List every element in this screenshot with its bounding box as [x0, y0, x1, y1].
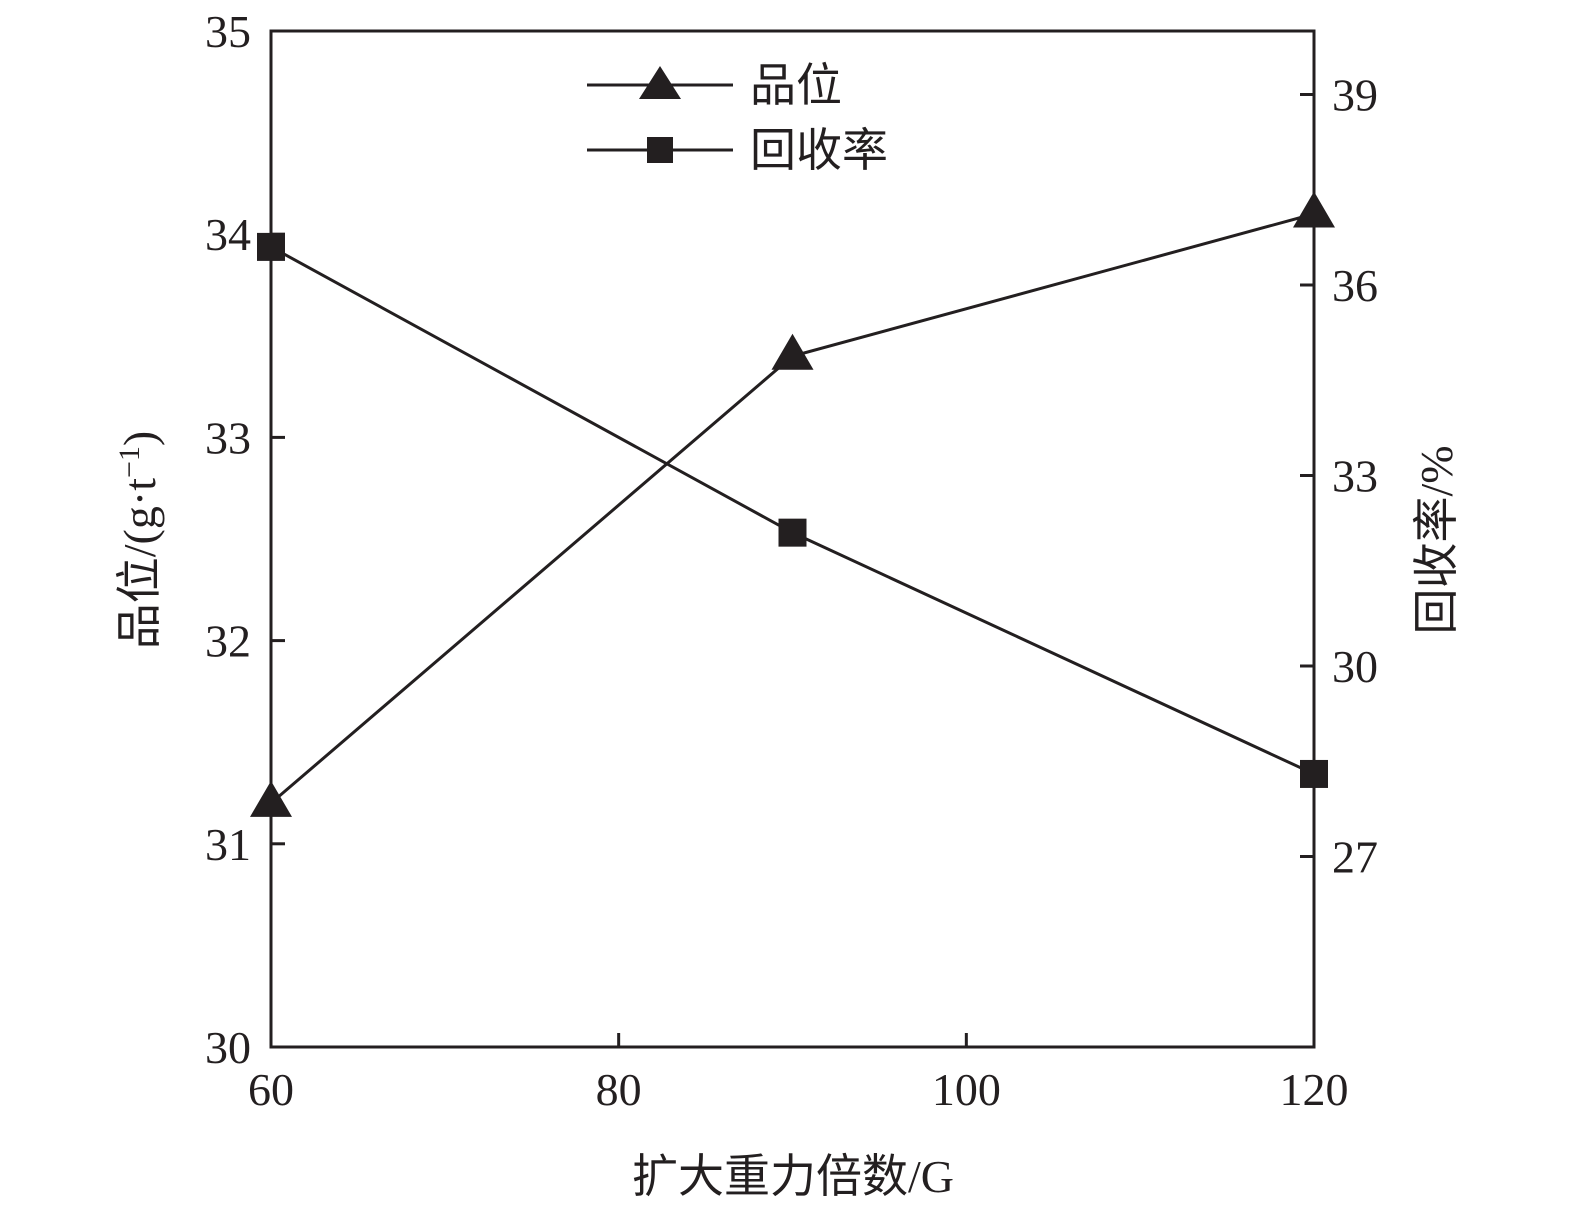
legend-square-marker	[647, 137, 673, 163]
recovery-point-marker	[257, 232, 285, 261]
right-y-tick-label: 27	[1332, 832, 1378, 883]
legend-label-recovery: 回收率	[750, 125, 888, 176]
x-axis-title: 扩大重力倍数/G	[632, 1151, 954, 1202]
right-y-tick-label: 30	[1332, 641, 1378, 692]
x-tick-label: 60	[248, 1064, 294, 1115]
legend-triangle-marker	[639, 66, 681, 99]
ticks-layer: 60 80 100 120 30 31 32 33 34 35 27 30 33 36 39	[205, 6, 1378, 1115]
left-axis-title-main: 品位/(g·t	[114, 478, 165, 649]
legend: 品位 回收率	[587, 60, 888, 176]
right-y-tick-label: 36	[1332, 260, 1378, 311]
series-line-grade	[270, 212, 1315, 805]
x-tick-label: 120	[1280, 1064, 1349, 1115]
grade-point-marker	[250, 780, 292, 817]
left-y-tick-label: 35	[205, 6, 251, 57]
left-y-tick-label: 30	[205, 1022, 251, 1073]
legend-label-grade: 品位	[750, 60, 842, 111]
recovery-point-marker	[1300, 759, 1328, 788]
grade-point-marker	[771, 333, 814, 370]
left-axis-title-exp: −1	[113, 446, 146, 478]
left-y-tick-label: 32	[205, 616, 251, 667]
right-y-tick-label: 33	[1332, 451, 1378, 502]
x-tick-label: 100	[932, 1064, 1001, 1115]
left-y-tick-label: 33	[205, 412, 251, 463]
series-line-recovery	[270, 245, 1315, 776]
right-y-tick-label: 39	[1332, 70, 1378, 121]
left-axis-title: 品位/(g·t−1)	[113, 431, 165, 649]
left-axis-title-close: )	[114, 431, 165, 446]
right-axis-title: 回收率/%	[1411, 445, 1462, 634]
left-y-tick-label: 31	[205, 819, 251, 870]
left-y-tick-label: 34	[205, 209, 251, 260]
x-tick-label: 80	[596, 1064, 642, 1115]
series-layer	[250, 191, 1335, 817]
plot-frame	[269, 29, 1316, 1049]
grade-point-marker	[1293, 191, 1335, 228]
recovery-point-marker	[778, 518, 807, 547]
